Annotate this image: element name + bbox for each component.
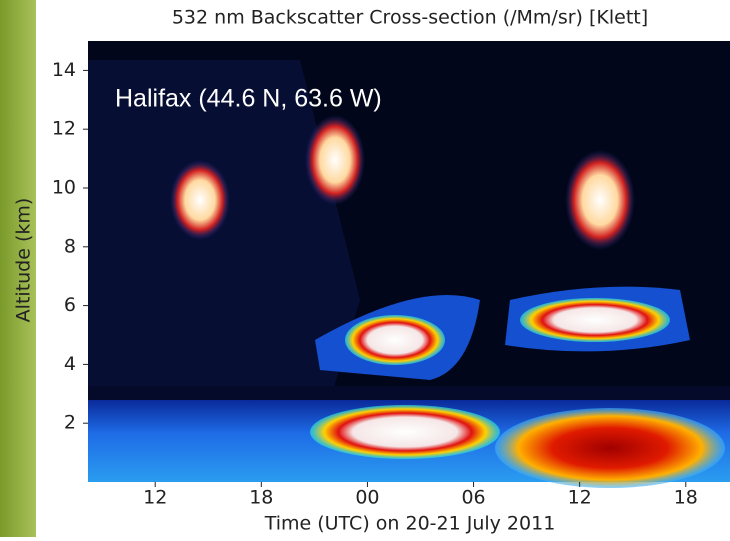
chart-title: 532 nm Backscatter Cross-section (/Mm/sr…	[172, 7, 648, 29]
cirrus	[565, 150, 635, 250]
x-tick-label: 00	[355, 487, 379, 509]
y-tick-label: 4	[64, 353, 76, 375]
x-tick-label: 12	[143, 487, 167, 509]
annotation: Halifax (44.6 N, 63.6 W)	[115, 85, 382, 113]
cloud-layer	[520, 298, 670, 342]
cirrus	[170, 160, 230, 240]
y-tick-label: 8	[64, 235, 76, 257]
y-tick-label: 10	[52, 177, 76, 199]
page: 532 nm Backscatter Cross-section (/Mm/sr…	[0, 0, 730, 537]
aerosol-layer	[495, 408, 725, 488]
x-tick-label: 18	[249, 487, 273, 509]
y-tick-label: 14	[52, 59, 76, 81]
y-tick-label: 2	[64, 412, 76, 434]
x-tick-label: 18	[674, 487, 698, 509]
chart: 532 nm Backscatter Cross-section (/Mm/sr…	[0, 0, 730, 537]
y-tick-label: 6	[64, 294, 76, 316]
x-tick-label: 12	[568, 487, 592, 509]
cirrus	[305, 115, 365, 205]
cloud-layer	[345, 315, 445, 365]
x-axis-label: Time (UTC) on 20-21 July 2011	[264, 513, 556, 535]
y-tick-label: 12	[52, 118, 76, 140]
field-band	[88, 386, 730, 400]
x-tick-label: 06	[461, 487, 485, 509]
aerosol-layer	[310, 405, 500, 459]
y-axis-label: Altitude (km)	[13, 198, 35, 323]
